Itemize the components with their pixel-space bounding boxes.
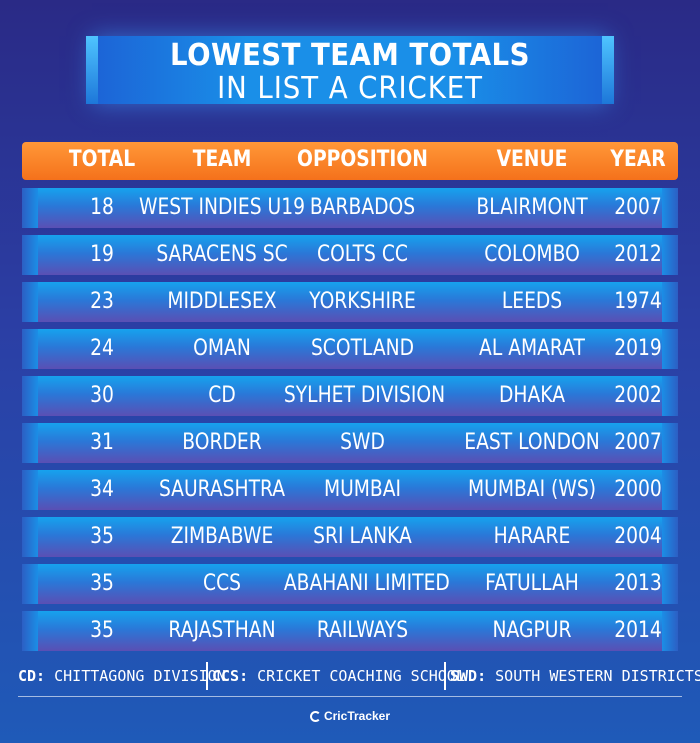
cell-venue: HARARE: [493, 524, 571, 549]
cell-total: 34: [90, 477, 114, 502]
cell-venue: COLOMBO: [484, 242, 580, 267]
footer-divider: [18, 696, 682, 697]
footnote-abbr: SWD:: [450, 667, 487, 685]
cell-venue: FATULLAH: [485, 571, 579, 596]
cell-team: CCS: [203, 571, 241, 596]
table-row: 35 CCS ABAHANI LIMITED FATULLAH 2013: [22, 564, 678, 604]
footnote-text: SOUTH WESTERN DISTRICTS: [495, 667, 700, 685]
cell-venue: EAST LONDON: [464, 430, 600, 455]
table-row: 34 SAURASHTRA MUMBAI MUMBAI (WS) 2000: [22, 470, 678, 510]
cell-opposition: SWD: [340, 430, 385, 455]
cell-year: 2013: [614, 571, 662, 596]
footnote-abbr: CD:: [18, 667, 46, 685]
page-subtitle: IN LIST A CRICKET: [217, 71, 483, 106]
header-opposition: OPPOSITION: [297, 147, 428, 172]
cell-opposition: MUMBAI: [323, 477, 402, 502]
table-header: TOTAL TEAM OPPOSITION VENUE YEAR: [22, 142, 678, 180]
brand-logo: CricTracker: [0, 709, 700, 723]
cell-total: 18: [90, 195, 114, 220]
cell-opposition: ABAHANI LIMITED: [283, 571, 450, 596]
cell-opposition: COLTS CC: [317, 242, 408, 267]
table-row: 23 MIDDLESEX YORKSHIRE LEEDS 1974: [22, 282, 678, 322]
cell-venue: NAGPUR: [492, 618, 572, 643]
cell-year: 2007: [614, 430, 662, 455]
footnotes: CD: CHITTAGONG DIVISION CCS: CRICKET COA…: [16, 660, 700, 690]
title-banner: [86, 36, 614, 104]
table-row: 31 BORDER SWD EAST LONDON 2007: [22, 423, 678, 463]
cell-year: 2019: [614, 336, 662, 361]
table-row: 35 ZIMBABWE SRI LANKA HARARE 2004: [22, 517, 678, 557]
cell-venue: BLAIRMONT: [476, 195, 588, 220]
table-row: 35 RAJASTHAN RAILWAYS NAGPUR 2014: [22, 611, 678, 651]
header-year: YEAR: [610, 147, 666, 172]
cell-team: BORDER: [182, 430, 262, 455]
cell-total: 31: [90, 430, 114, 455]
cell-team: RAJASTHAN: [168, 618, 276, 643]
cell-total: 35: [90, 571, 114, 596]
table-row: 30 CD SYLHET DIVISION DHAKA 2002: [22, 376, 678, 416]
cell-year: 2014: [614, 618, 662, 643]
cell-total: 35: [90, 618, 114, 643]
cell-team: MIDDLESEX: [167, 289, 277, 314]
footnote-text: CRICKET COACHING SCHOOL: [257, 667, 465, 685]
header-team: TEAM: [192, 147, 252, 172]
cell-venue: AL AMARAT: [479, 336, 585, 361]
cell-year: 2004: [614, 524, 662, 549]
cell-year: 2002: [614, 383, 662, 408]
footnote-abbr: CCS:: [212, 667, 249, 685]
cell-year: 1974: [614, 289, 662, 314]
cell-team: CD: [208, 383, 236, 408]
cell-total: 35: [90, 524, 114, 549]
cell-venue: LEEDS: [501, 289, 563, 314]
cell-total: 19: [90, 242, 114, 267]
cell-opposition: BARBADOS: [309, 195, 416, 220]
footnote-swd: SWD: SOUTH WESTERN DISTRICTS: [450, 667, 700, 685]
cell-opposition: SCOTLAND: [310, 336, 415, 361]
table-row: 19 SARACENS SC COLTS CC COLOMBO 2012: [22, 235, 678, 275]
cell-total: 24: [90, 336, 114, 361]
cell-team: WEST INDIES U19: [138, 195, 306, 220]
cell-total: 23: [90, 289, 114, 314]
crictracker-logo-icon: [309, 711, 321, 722]
cell-team: SAURASHTRA: [158, 477, 286, 502]
cell-opposition: SRI LANKA: [313, 524, 412, 549]
cell-venue: MUMBAI (WS): [467, 477, 596, 502]
cell-team: ZIMBABWE: [170, 524, 274, 549]
cell-team: OMAN: [193, 336, 251, 361]
cell-year: 2000: [614, 477, 662, 502]
header-venue: VENUE: [496, 147, 568, 172]
cell-team: SARACENS SC: [156, 242, 288, 267]
cell-opposition: YORKSHIRE: [309, 289, 416, 314]
cell-total: 30: [90, 383, 114, 408]
cell-opposition: SYLHET DIVISION: [283, 383, 446, 408]
cell-year: 2012: [614, 242, 662, 267]
cell-venue: DHAKA: [499, 383, 565, 408]
table-row: 18 WEST INDIES U19 BARBADOS BLAIRMONT 20…: [22, 188, 678, 228]
header-total: TOTAL: [68, 147, 136, 172]
table-row: 24 OMAN SCOTLAND AL AMARAT 2019: [22, 329, 678, 369]
cell-opposition: RAILWAYS: [316, 618, 409, 643]
cell-year: 2007: [614, 195, 662, 220]
footnote-divider: [206, 662, 208, 690]
footnote-divider: [444, 662, 446, 690]
brand-name: CricTracker: [323, 709, 391, 723]
footnote-text: CHITTAGONG DIVISION: [54, 667, 226, 685]
page-title: LOWEST TEAM TOTALS: [170, 38, 530, 73]
footnote-cd: CD: CHITTAGONG DIVISION: [18, 667, 226, 685]
footnote-ccs: CCS: CRICKET COACHING SCHOOL: [212, 667, 465, 685]
